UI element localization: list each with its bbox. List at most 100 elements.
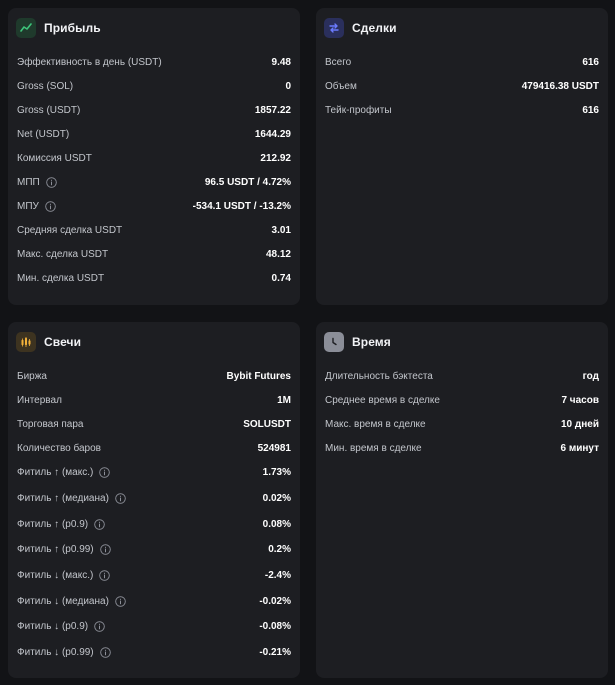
info-icon[interactable] <box>45 200 56 212</box>
stat-row: Биржа Bybit Futures <box>17 364 291 388</box>
candles-card: Свечи Биржа Bybit Futures Интервал 1M Торг… <box>8 322 300 678</box>
stat-label: Мин. время в сделке <box>325 442 422 454</box>
stat-label: Всего <box>325 56 352 68</box>
stat-label: Gross (USDT) <box>17 104 81 116</box>
stat-label-text: Фитиль ↑ (медиана) <box>17 493 109 505</box>
stat-row: Среднее время в сделке 7 часов <box>325 388 599 412</box>
stat-row: Комиссия USDT 212.92 <box>17 146 291 170</box>
stat-value: 616 <box>582 104 599 116</box>
info-icon[interactable] <box>99 647 111 658</box>
stat-row: Тейк-профиты 616 <box>325 98 599 122</box>
stat-row: Фитиль ↑ (p0.99) 0.2% <box>17 537 291 563</box>
stat-label-text: Фитиль ↓ (макс.) <box>17 570 94 582</box>
stat-value: -0.08% <box>259 621 291 633</box>
stat-label: Длительность бэктеста <box>325 370 433 382</box>
stat-label: Gross (SOL) <box>17 80 74 92</box>
stat-value: 9.48 <box>271 56 291 68</box>
candles-rows: Биржа Bybit Futures Интервал 1M Торговая п… <box>17 364 291 666</box>
stat-label: Фитиль ↓ (макс.) <box>17 570 111 582</box>
deals-card: Сделки Всего 616 Объем 479416.38 USDT Тейк… <box>316 8 608 305</box>
info-icon[interactable] <box>99 544 111 556</box>
stat-row: Средняя сделка USDT 3.01 <box>17 218 291 242</box>
stat-value: 48.12 <box>265 248 291 260</box>
profit-rows: Эффективность в день (USDT) 9.48 Gross (S… <box>17 50 291 290</box>
candlestick-icon <box>16 332 36 352</box>
stat-value: 1644.29 <box>254 128 291 140</box>
stat-row: МПУ -534.1 USDT / -13.2% <box>17 194 291 218</box>
stat-label: Биржа <box>17 370 47 382</box>
stat-label: Средняя сделка USDT <box>17 224 123 236</box>
info-icon[interactable] <box>115 493 126 504</box>
stat-value: -0.21% <box>259 647 291 659</box>
stat-label: Комиссия USDT <box>17 152 92 164</box>
info-icon[interactable] <box>99 570 111 581</box>
time-card: Время Длительность бэктеста год Среднее в… <box>316 322 608 678</box>
profit-card-title: Прибыль <box>44 21 101 35</box>
stat-row: МПП 96.5 USDT / 4.72% <box>17 170 291 194</box>
clock-icon <box>324 332 344 352</box>
stat-row: Gross (USDT) 1857.22 <box>17 98 291 122</box>
stat-row: Фитиль ↓ (p0.9) -0.08% <box>17 614 291 640</box>
stat-label: Фитиль ↓ (p0.99) <box>17 647 111 658</box>
stat-value: 1M <box>277 394 291 406</box>
stat-value: 7 часов <box>561 394 599 406</box>
stat-label: Фитиль ↓ (p0.9) <box>17 621 105 632</box>
stat-row: Макс. сделка USDT 48.12 <box>17 242 291 266</box>
stat-value: 0.08% <box>262 518 291 530</box>
stat-value: год <box>582 370 599 382</box>
stat-value: 212.92 <box>260 152 291 164</box>
stat-label: Интервал <box>17 394 62 406</box>
deals-card-header: Сделки <box>324 18 397 38</box>
stat-row: Объем 479416.38 USDT <box>325 74 599 98</box>
stat-row: Фитиль ↑ (макс.) 1.73% <box>17 460 291 486</box>
info-icon[interactable] <box>94 621 105 633</box>
stat-row: Макс. время в сделке 10 дней <box>325 412 599 436</box>
stat-value: 616 <box>582 56 599 68</box>
stat-label: Фитиль ↑ (макс.) <box>17 467 111 479</box>
stat-value: 0.2% <box>268 544 291 556</box>
stat-value: 1.73% <box>262 467 291 479</box>
stat-label: МПУ <box>17 201 56 212</box>
stat-label: Net (USDT) <box>17 128 70 140</box>
stat-label-text: Фитиль ↓ (медиана) <box>17 595 109 607</box>
time-card-title: Время <box>352 335 391 349</box>
stat-value: 3.01 <box>271 224 291 236</box>
time-card-header: Время <box>324 332 391 352</box>
stat-row: Фитиль ↑ (p0.9) 0.08% <box>17 511 291 537</box>
stat-row: Эффективность в день (USDT) 9.48 <box>17 50 291 74</box>
stat-row: Фитиль ↓ (p0.99) -0.21% <box>17 640 291 666</box>
stat-label: Мин. сделка USDT <box>17 272 105 284</box>
candles-card-title: Свечи <box>44 335 82 349</box>
stat-label-text: Фитиль ↓ (p0.99) <box>17 647 94 659</box>
time-rows: Длительность бэктеста год Среднее время в… <box>325 364 599 460</box>
stat-row: Net (USDT) 1644.29 <box>17 122 291 146</box>
stat-value: 0 <box>285 80 291 92</box>
profit-card: Прибыль Эффективность в день (USDT) 9.48 … <box>8 8 300 305</box>
profit-card-header: Прибыль <box>16 18 101 38</box>
stat-row: Длительность бэктеста год <box>325 364 599 388</box>
stat-value: 524981 <box>257 442 291 454</box>
stat-row: Интервал 1M <box>17 388 291 412</box>
info-icon[interactable] <box>115 596 126 607</box>
stat-label: Среднее время в сделке <box>325 394 440 406</box>
stat-label: Макс. сделка USDT <box>17 248 109 260</box>
stat-value: 0.74 <box>271 272 291 284</box>
info-icon[interactable] <box>99 467 111 479</box>
stat-label: Фитиль ↓ (медиана) <box>17 596 126 607</box>
stat-row: Мин. время в сделке 6 минут <box>325 436 599 460</box>
stat-row: Фитиль ↓ (макс.) -2.4% <box>17 563 291 589</box>
stat-value: 479416.38 USDT <box>521 80 599 92</box>
stat-label-text: МПП <box>17 176 40 188</box>
stat-value: 1857.22 <box>254 104 291 116</box>
stat-label-text: МПУ <box>17 200 39 212</box>
stat-label-text: Фитиль ↑ (p0.99) <box>17 544 94 556</box>
stat-value: 10 дней <box>561 418 599 430</box>
stat-row: Gross (SOL) 0 <box>17 74 291 98</box>
info-icon[interactable] <box>94 518 105 530</box>
stat-value: Bybit Futures <box>226 370 291 382</box>
stat-value: -534.1 USDT / -13.2% <box>192 200 291 212</box>
info-icon[interactable] <box>45 176 57 188</box>
stat-value: -2.4% <box>264 570 291 582</box>
stat-label: Макс. время в сделке <box>325 418 426 430</box>
trending-up-icon <box>16 18 36 38</box>
